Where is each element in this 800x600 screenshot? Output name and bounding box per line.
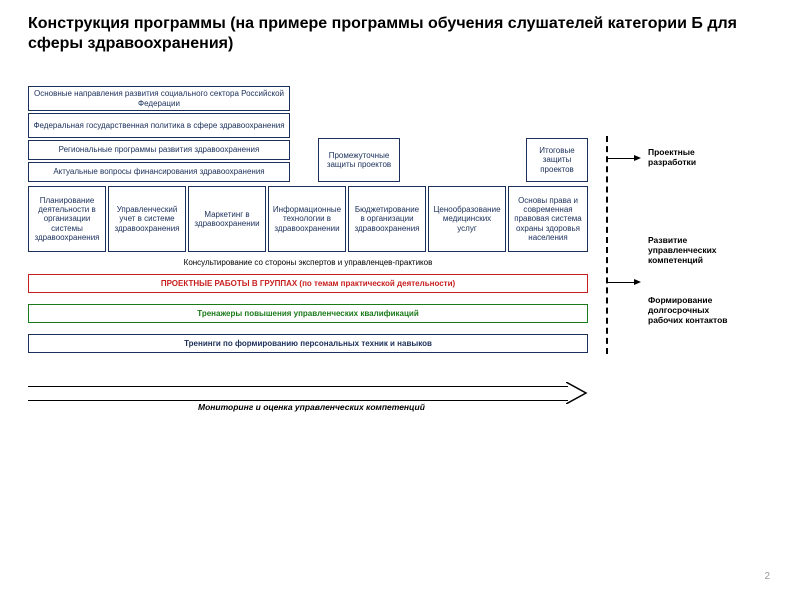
page-number: 2 (764, 571, 770, 582)
monitor-arrow-top (28, 386, 568, 387)
top-row-1: Федеральная государственная политика в с… (28, 113, 290, 138)
side-arrow-1-line (606, 158, 636, 159)
side-arrow-2-line (606, 282, 636, 283)
top-row-2: Региональные программы развития здравоох… (28, 140, 290, 160)
side-arrow-1-head (634, 155, 641, 161)
monitor-label: Мониторинг и оценка управленческих компе… (198, 402, 425, 412)
course-1: Управленческий учет в системе здравоохра… (108, 186, 186, 252)
side-label-bot: Формирование долгосрочных рабочих контак… (648, 296, 738, 325)
final-defense: Итоговые защиты проектов (526, 138, 588, 182)
consulting-label: Консультирование со стороны экспертов и … (178, 258, 438, 267)
course-5: Ценообразование медицинских услуг (428, 186, 506, 252)
page-title: Конструкция программы (на примере програ… (0, 0, 800, 58)
bar-navy: Тренинги по формированию персональных те… (28, 334, 588, 353)
monitor-arrow-bot (28, 400, 568, 401)
course-0: Планирование деятельности в организации … (28, 186, 106, 252)
side-arrow-2-head (634, 279, 641, 285)
top-row-0: Основные направления развития социальног… (28, 86, 290, 111)
top-row-3: Актуальные вопросы финансирования здраво… (28, 162, 290, 182)
dashed-divider (606, 136, 608, 354)
course-4: Бюджетирование в организации здравоохран… (348, 186, 426, 252)
course-3: Информационные технологии в здравоохране… (268, 186, 346, 252)
side-label-top: Проектные разработки (648, 148, 738, 168)
monitor-arrow-head (566, 382, 592, 404)
bar-red: ПРОЕКТНЫЕ РАБОТЫ В ГРУППАХ (по темам пра… (28, 274, 588, 293)
side-label-mid: Развитие управленческих компетенций (648, 236, 738, 265)
interim-defense: Промежуточные защиты проектов (318, 138, 400, 182)
course-6: Основы права и современная правовая сист… (508, 186, 588, 252)
bar-green: Тренажеры повышения управленческих квали… (28, 304, 588, 323)
course-2: Маркетинг в здравоохранении (188, 186, 266, 252)
